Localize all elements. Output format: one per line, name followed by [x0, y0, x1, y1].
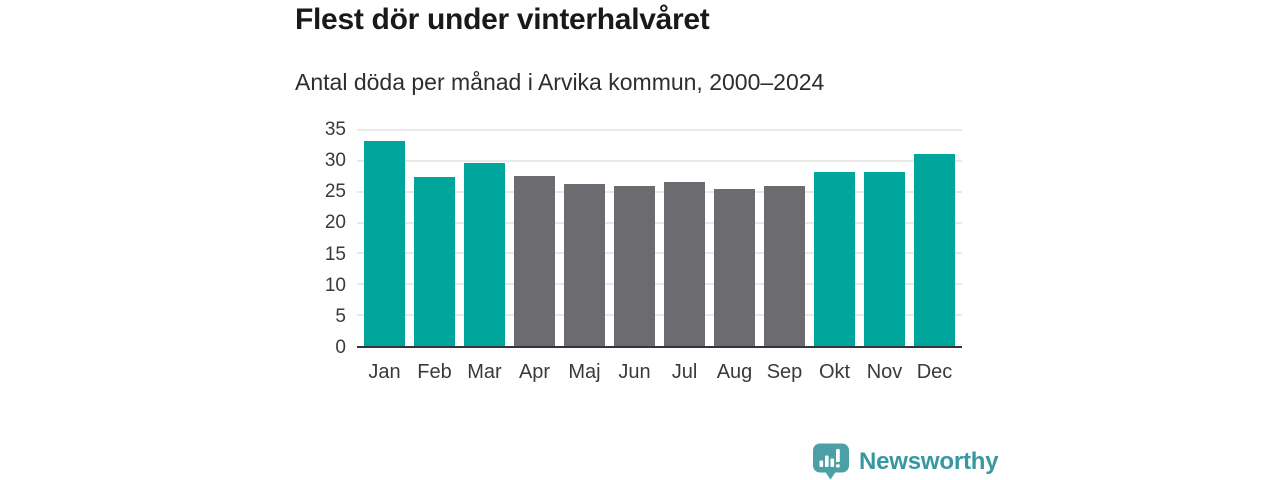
x-axis-labels: Jan Feb Mar Apr Maj Jun Jul Aug Sep Okt Nov Dec	[357, 360, 962, 384]
x-tick-label-maj: Maj	[568, 361, 601, 383]
bar-dec	[914, 154, 955, 346]
x-tick-label-feb: Feb	[417, 361, 452, 383]
bar-aug	[714, 188, 755, 346]
y-tick-label-0: 0	[335, 337, 346, 358]
bar-apr	[514, 175, 555, 346]
newsworthy-branding: Newsworthy	[812, 443, 999, 480]
gridline-y5	[357, 314, 962, 317]
chart-title: Flest dör under vinterhalvåret	[295, 3, 710, 36]
bar-maj	[564, 184, 605, 346]
bar-mar	[464, 162, 505, 346]
gridline-y20	[357, 221, 962, 224]
plot-area	[357, 129, 962, 348]
bar-feb	[414, 176, 455, 346]
bar-nov	[864, 171, 905, 346]
bar-jun	[614, 185, 655, 346]
bar-okt	[814, 171, 855, 346]
y-tick-label-15: 15	[324, 243, 346, 265]
x-tick-label-okt: Okt	[818, 361, 851, 383]
newsworthy-logo-icon	[813, 443, 849, 480]
y-tick-label-20: 20	[324, 212, 346, 234]
gridline-y10	[357, 283, 962, 286]
x-tick-label-jan: Jan	[368, 361, 401, 383]
x-tick-label-jul: Jul	[671, 361, 698, 383]
newsworthy-wordmark: Newsworthy	[859, 447, 999, 475]
x-tick-label-aug: Aug	[716, 361, 753, 383]
gridline-y30	[357, 159, 962, 162]
y-tick-label-5: 5	[335, 305, 346, 327]
gridline-y35	[357, 129, 962, 131]
x-tick-label-sep: Sep	[766, 361, 803, 383]
chart-subtitle: Antal döda per månad i Arvika kommun, 20…	[295, 69, 825, 95]
y-tick-label-30: 30	[324, 150, 346, 172]
x-tick-label-apr: Apr	[518, 361, 551, 383]
gridline-y15	[357, 252, 962, 255]
y-tick-label-25: 25	[324, 181, 346, 203]
bar-jan	[364, 141, 405, 346]
x-tick-label-nov: Nov	[866, 361, 903, 383]
x-tick-label-dec: Dec	[916, 361, 953, 383]
bar-sep	[764, 186, 805, 346]
gridline-y25	[357, 190, 962, 193]
x-tick-label-mar: Mar	[467, 361, 502, 383]
bar-jul	[664, 182, 705, 346]
y-axis-labels: 0 5 10 15 20 25 30 35	[230, 119, 346, 358]
x-tick-label-jun: Jun	[618, 361, 651, 383]
bar-series	[357, 130, 962, 346]
y-tick-label-35: 35	[324, 119, 346, 140]
y-tick-label-10: 10	[324, 274, 346, 296]
